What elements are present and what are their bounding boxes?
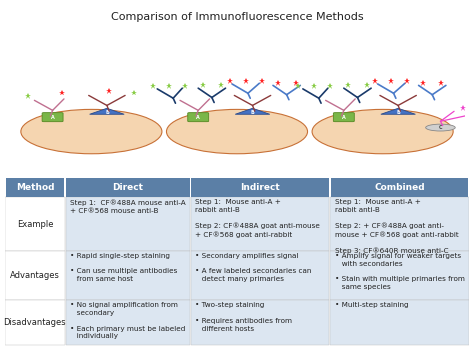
Text: • No signal amplification from
   secondary

• Each primary must be labeled
   i: • No signal amplification from secondary… [70, 302, 185, 339]
FancyBboxPatch shape [65, 300, 190, 346]
FancyBboxPatch shape [65, 198, 190, 251]
FancyBboxPatch shape [191, 198, 329, 251]
FancyBboxPatch shape [42, 113, 63, 122]
FancyBboxPatch shape [330, 300, 469, 346]
Text: Advantages: Advantages [10, 271, 60, 280]
Text: Step 1:  Mouse anti-A +
rabbit anti-B

Step 2: CF®488A goat anti-mouse
+ CF®568 : Step 1: Mouse anti-A + rabbit anti-B Ste… [195, 199, 320, 238]
Text: B: B [396, 110, 400, 114]
Text: Disadvantages: Disadvantages [4, 318, 66, 327]
Text: Indirect: Indirect [240, 183, 280, 192]
Polygon shape [381, 108, 415, 114]
FancyBboxPatch shape [333, 113, 354, 122]
Text: B: B [105, 110, 109, 114]
FancyBboxPatch shape [330, 251, 469, 300]
FancyBboxPatch shape [5, 198, 64, 251]
FancyBboxPatch shape [191, 178, 329, 197]
FancyBboxPatch shape [191, 251, 329, 300]
FancyBboxPatch shape [5, 300, 64, 346]
Text: Combined: Combined [374, 183, 425, 192]
FancyBboxPatch shape [331, 178, 468, 197]
Circle shape [21, 109, 162, 154]
Text: B: B [251, 110, 255, 114]
FancyBboxPatch shape [66, 178, 190, 197]
FancyBboxPatch shape [188, 113, 209, 122]
FancyBboxPatch shape [65, 251, 190, 300]
Ellipse shape [426, 124, 455, 131]
Circle shape [312, 109, 453, 154]
Text: C: C [439, 125, 442, 130]
Text: • Amplify signal for weaker targets
   with secondaries

• Stain with multiple p: • Amplify signal for weaker targets with… [335, 253, 465, 290]
FancyBboxPatch shape [330, 198, 469, 251]
Text: Step 1:  CF®488A mouse anti-A
+ CF®568 mouse anti-B: Step 1: CF®488A mouse anti-A + CF®568 mo… [70, 199, 185, 214]
Text: Step 1:  Mouse anti-A +
rabbit anti-B

Step 2: + CF®488A goat anti-
mouse + CF®5: Step 1: Mouse anti-A + rabbit anti-B Ste… [335, 199, 458, 254]
Text: A: A [51, 115, 55, 120]
Text: Example: Example [17, 220, 53, 229]
FancyBboxPatch shape [191, 300, 329, 346]
FancyBboxPatch shape [6, 178, 64, 197]
Text: A: A [342, 115, 346, 120]
FancyBboxPatch shape [5, 251, 64, 300]
Text: • Secondary amplifies signal

• A few labeled secondaries can
   detect many pri: • Secondary amplifies signal • A few lab… [195, 253, 311, 282]
Polygon shape [235, 108, 270, 114]
Text: Comparison of Immunofluorescence Methods: Comparison of Immunofluorescence Methods [111, 12, 363, 22]
Text: • Multi-step staining: • Multi-step staining [335, 302, 408, 308]
Text: A: A [196, 115, 200, 120]
Text: • Rapid single-step staining

• Can use multiple antibodies
   from same host: • Rapid single-step staining • Can use m… [70, 253, 177, 282]
Text: Method: Method [16, 183, 54, 192]
Text: Direct: Direct [112, 183, 143, 192]
Polygon shape [90, 108, 124, 114]
Circle shape [166, 109, 308, 154]
Text: • Two-step staining

• Requires antibodies from
   different hosts: • Two-step staining • Requires antibodie… [195, 302, 292, 332]
